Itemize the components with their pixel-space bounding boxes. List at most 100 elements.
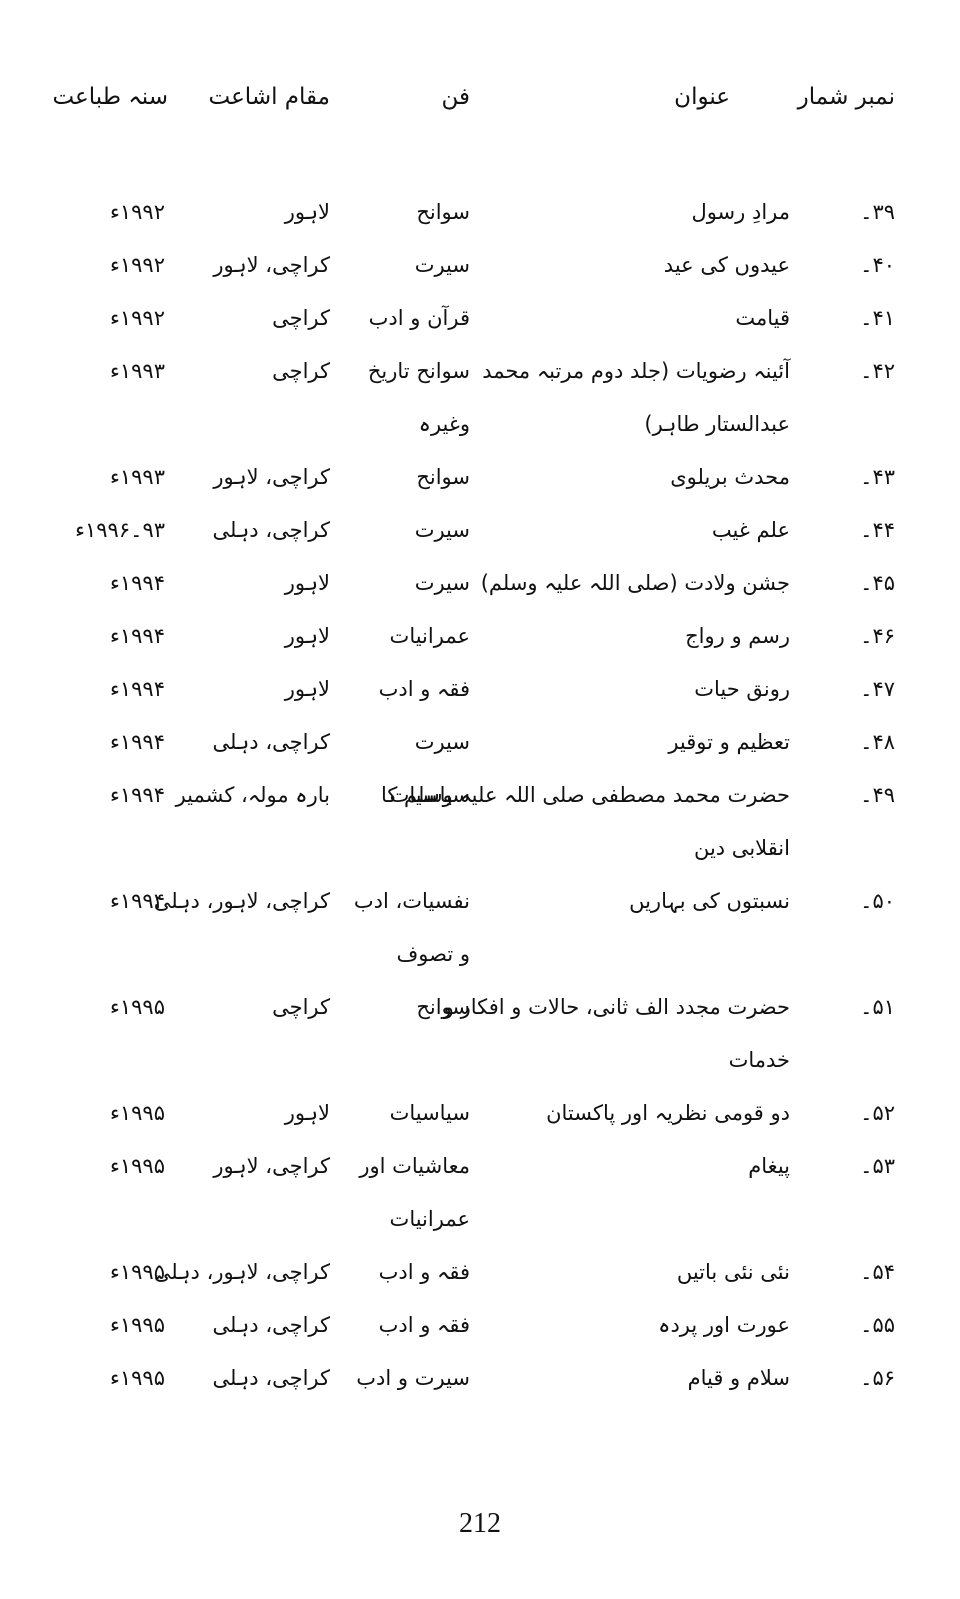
row-genre: سیرت	[414, 518, 470, 542]
row-genre: عمرانیات	[389, 624, 470, 648]
row-number: ۵۳۔	[860, 1154, 895, 1178]
row-year: ۹۳۔۱۹۹۶ء	[75, 518, 165, 542]
row-place: لاہور	[284, 200, 330, 224]
row-title: خدمات	[728, 1048, 790, 1072]
row-title: پیغام	[748, 1154, 790, 1178]
header-place: مقام اشاعت	[208, 84, 331, 110]
row-number: ۴۸۔	[860, 730, 895, 754]
row-title: رونق حیات	[694, 677, 790, 701]
row-place: کراچی، دہلی	[212, 1313, 330, 1337]
row-title: عیدوں کی عید	[663, 253, 790, 277]
row-genre: سوانح تاریخ	[367, 359, 470, 383]
row-genre: فقہ و ادب	[378, 1260, 470, 1284]
row-title: حضرت مجدد الف ثانی، حالات و افکار و	[443, 995, 790, 1019]
row-year: ۱۹۹۵ء	[110, 1313, 165, 1337]
row-title: انقلابی دین	[693, 836, 790, 860]
row-year: ۱۹۹۴ء	[110, 889, 165, 913]
row-number: ۵۶۔	[860, 1366, 895, 1390]
row-genre: سوانح	[416, 465, 470, 489]
row-place: کراچی، لاہور، دہلی	[153, 1260, 330, 1284]
row-year: ۱۹۹۳ء	[110, 359, 165, 383]
row-year: ۱۹۹۵ء	[110, 1260, 165, 1284]
row-title: دو قومی نظریہ اور پاکستان	[546, 1101, 790, 1125]
row-place: کراچی، لاہور	[213, 465, 330, 489]
row-genre: قرآن و ادب	[368, 306, 470, 330]
row-place: بارہ مولہ، کشمیر	[175, 783, 330, 807]
row-number: ۴۰۔	[860, 253, 895, 277]
row-title: علم غیب	[711, 518, 790, 542]
row-number: ۵۴۔	[860, 1260, 895, 1284]
row-place: کراچی	[272, 306, 330, 330]
row-place: لاہور	[284, 1101, 330, 1125]
header-title: عنوان	[674, 84, 730, 110]
row-number: ۴۳۔	[860, 465, 895, 489]
row-number: ۵۰۔	[860, 889, 895, 913]
row-genre: وغیرہ	[418, 412, 470, 436]
row-genre: سیرت	[414, 571, 470, 595]
row-number: ۴۶۔	[860, 624, 895, 648]
row-year: ۱۹۹۴ء	[110, 677, 165, 701]
row-title: عورت اور پردہ	[658, 1313, 790, 1337]
row-genre: سیاسیات	[389, 783, 470, 807]
row-title: نئی نئی باتیں	[676, 1260, 790, 1284]
row-title: سلام و قیام	[687, 1366, 790, 1390]
row-number: ۴۹۔	[860, 783, 895, 807]
row-year: ۱۹۹۴ء	[110, 783, 165, 807]
row-year: ۱۹۹۵ء	[110, 1366, 165, 1390]
row-genre: عمرانیات	[389, 1207, 470, 1231]
row-year: ۱۹۹۴ء	[110, 571, 165, 595]
row-title: رسم و رواج	[685, 624, 790, 648]
row-year: ۱۹۹۲ء	[110, 200, 165, 224]
row-year: ۱۹۹۵ء	[110, 995, 165, 1019]
row-genre: و تصوف	[396, 942, 471, 966]
row-title: عبدالستار طاہر)	[644, 412, 790, 436]
row-place: کراچی، دہلی	[212, 518, 330, 542]
row-number: ۴۴۔	[860, 518, 895, 542]
row-place: کراچی، لاہور	[213, 253, 330, 277]
row-place: لاہور	[284, 624, 330, 648]
row-genre: فقہ و ادب	[378, 677, 470, 701]
row-number: ۵۲۔	[860, 1101, 895, 1125]
row-title: نسبتوں کی بہاریں	[629, 889, 790, 913]
row-number: ۴۵۔	[860, 571, 895, 595]
row-place: کراچی، لاہور، دہلی	[153, 889, 330, 913]
row-year: ۱۹۹۴ء	[110, 624, 165, 648]
row-year: ۱۹۹۲ء	[110, 306, 165, 330]
row-title: حضرت محمد مصطفی صلی اللہ علیہ وسلم کا	[380, 783, 790, 807]
row-place: کراچی، دہلی	[212, 1366, 330, 1390]
row-genre: سیرت و ادب	[356, 1366, 470, 1390]
row-place: کراچی	[272, 995, 330, 1019]
row-title: مرادِ رسول	[691, 200, 790, 224]
row-year: ۱۹۹۴ء	[110, 730, 165, 754]
row-title: جشن ولادت (صلی اللہ علیہ وسلم)	[480, 571, 790, 595]
row-place: لاہور	[284, 677, 330, 701]
row-title: تعظیم و توقیر	[668, 730, 790, 754]
row-place: لاہور	[284, 571, 330, 595]
row-genre: سوانح	[416, 995, 470, 1019]
row-number: ۳۹۔	[860, 200, 895, 224]
row-genre: سوانح	[416, 200, 470, 224]
row-year: ۱۹۹۳ء	[110, 465, 165, 489]
header-year: سنہ طباعت	[52, 84, 168, 110]
row-genre: سیاسیات	[389, 1101, 470, 1125]
row-number: ۴۷۔	[860, 677, 895, 701]
row-genre: نفسیات، ادب	[353, 889, 470, 913]
row-place: کراچی، دہلی	[212, 730, 330, 754]
row-genre: سیرت	[414, 730, 470, 754]
row-title: آئینہ رضویات (جلد دوم مرتبہ محمد	[482, 359, 790, 383]
row-genre: فقہ و ادب	[378, 1313, 470, 1337]
row-title: قیامت	[735, 306, 790, 330]
header-genre: فن	[441, 84, 470, 110]
row-place: کراچی، لاہور	[213, 1154, 330, 1178]
row-year: ۱۹۹۵ء	[110, 1154, 165, 1178]
row-year: ۱۹۹۵ء	[110, 1101, 165, 1125]
row-genre: معاشیات اور	[359, 1154, 470, 1178]
row-place: کراچی	[272, 359, 330, 383]
row-genre: سیرت	[414, 253, 470, 277]
row-number: ۵۵۔	[860, 1313, 895, 1337]
row-year: ۱۹۹۲ء	[110, 253, 165, 277]
row-number: ۴۱۔	[860, 306, 895, 330]
row-number: ۵۱۔	[860, 995, 895, 1019]
row-number: ۴۲۔	[860, 359, 895, 383]
